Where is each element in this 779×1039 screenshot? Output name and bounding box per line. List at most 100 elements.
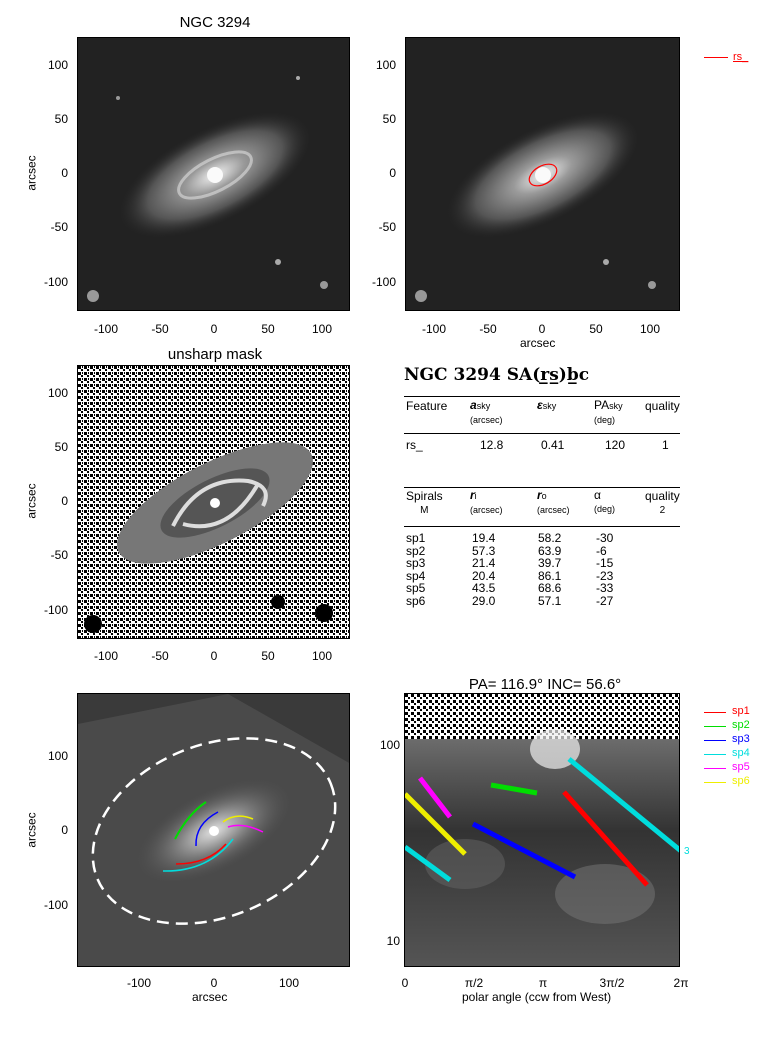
spiral-cell-ro: 63.9 bbox=[538, 543, 562, 558]
legend-label-sp1: sp1 bbox=[732, 705, 750, 717]
spiral-cell-alpha: -33 bbox=[596, 581, 614, 595]
p2-ytick: 0 bbox=[389, 166, 396, 180]
p2-xtick: 0 bbox=[538, 322, 546, 336]
legend-line-sp1 bbox=[704, 712, 726, 713]
unsharp-mask-image bbox=[78, 366, 349, 638]
p6-ytick: 100 bbox=[379, 738, 400, 752]
p5-xtick: 0 bbox=[210, 976, 218, 990]
galaxy-image-overlay bbox=[415, 112, 656, 302]
spiral-fit-panel bbox=[77, 693, 350, 967]
p1-ytick: 100 bbox=[47, 58, 68, 72]
p3-xtick: 100 bbox=[311, 649, 333, 663]
th-asky: asky (arcsec) bbox=[470, 398, 503, 426]
legend-label-sp2: sp2 bbox=[732, 719, 750, 731]
galaxy-image-panel bbox=[77, 37, 350, 311]
p5-ytick: 100 bbox=[47, 749, 68, 763]
legend-line-sp6 bbox=[704, 782, 726, 783]
th-feature: Feature bbox=[406, 399, 448, 413]
feature-name: rs_ bbox=[406, 438, 423, 452]
spiral-cell-ri: 43.5 bbox=[472, 581, 496, 595]
p1-xtick: -100 bbox=[93, 322, 119, 336]
spiral-cell-ri: 19.4 bbox=[472, 531, 496, 545]
polar-plot-image bbox=[405, 694, 679, 966]
legend-line-sp3 bbox=[704, 740, 726, 741]
feature-pa: 120 bbox=[605, 438, 626, 452]
feature-q: 1 bbox=[662, 438, 669, 452]
p5-xtick: -100 bbox=[126, 976, 152, 990]
p3-ylabel: arcsec bbox=[24, 483, 39, 519]
p5-xtick: 100 bbox=[278, 976, 300, 990]
spiral-cell-name: sp6 bbox=[406, 593, 426, 608]
spiral-mid-rule bbox=[404, 526, 680, 527]
spiral-cell-name: sp3 bbox=[406, 556, 426, 570]
th-alpha: α (deg) bbox=[594, 488, 616, 515]
th-quality2: quality 2 bbox=[645, 489, 680, 517]
p3-ytick: -50 bbox=[50, 548, 68, 562]
legend-label-sp3: sp3 bbox=[732, 733, 750, 745]
p3-ytick: 100 bbox=[47, 386, 68, 400]
p2-ytick: -100 bbox=[371, 275, 396, 289]
p2-xlabel: arcsec bbox=[520, 336, 556, 350]
p2-ytick: 50 bbox=[382, 112, 396, 126]
p6-edge-label: 3 bbox=[684, 846, 690, 857]
th-quality: quality bbox=[645, 399, 680, 413]
spiral-cell-ro: 68.6 bbox=[538, 581, 562, 595]
p1-ylabel: arcsec bbox=[24, 155, 39, 191]
p3-xtick: 0 bbox=[210, 649, 218, 663]
p6-xtick: 0 bbox=[401, 976, 409, 990]
p1-ytick: -50 bbox=[50, 220, 68, 234]
p1-ytick: -100 bbox=[43, 275, 68, 289]
p6-xtick: π bbox=[538, 976, 548, 990]
p2-xtick: -50 bbox=[479, 322, 497, 336]
polar-plot-panel bbox=[404, 693, 680, 967]
p2-ytick: -50 bbox=[378, 220, 396, 234]
spiral-fit-image bbox=[78, 694, 349, 966]
spiral-top-rule bbox=[404, 487, 680, 488]
spiral-cell-name: sp4 bbox=[406, 568, 426, 583]
table-top-rule bbox=[404, 396, 680, 397]
panel1-title: NGC 3294 bbox=[179, 14, 251, 31]
p6-xtick: 3π/2 bbox=[599, 976, 625, 990]
th-spirals: Spirals M bbox=[406, 489, 443, 517]
p3-xtick: -50 bbox=[151, 649, 169, 663]
th-pasky: PAsky (deg) bbox=[594, 398, 623, 426]
galaxy-image bbox=[87, 76, 328, 302]
legend-line-sp2 bbox=[704, 726, 726, 727]
ring-ellipse bbox=[528, 163, 558, 187]
p3-xtick: -100 bbox=[93, 649, 119, 663]
spiral-cell-ro: 57.1 bbox=[538, 593, 562, 608]
spiral-cell-ro: 86.1 bbox=[538, 568, 562, 583]
th-esky: εsky bbox=[537, 398, 557, 412]
spiral-cell-alpha: -30 bbox=[596, 531, 614, 545]
panel6-title: PA= 116.9° INC= 56.6° bbox=[468, 676, 622, 693]
legend-label-sp5: sp5 bbox=[732, 761, 750, 773]
feature-a: 12.8 bbox=[480, 438, 504, 452]
p2-ytick: 100 bbox=[375, 58, 396, 72]
spiral-cell-alpha: -23 bbox=[596, 568, 614, 583]
table-mid-rule bbox=[404, 433, 680, 434]
legend-label-sp4: sp4 bbox=[732, 747, 750, 759]
spiral-cell-name: sp2 bbox=[406, 543, 426, 558]
legend-label-sp6: sp6 bbox=[732, 775, 750, 787]
p3-xtick: 50 bbox=[261, 649, 275, 663]
p6-xtick: π/2 bbox=[464, 976, 484, 990]
th-ri: ri (arcsec) bbox=[470, 488, 503, 516]
feature-e: 0.41 bbox=[541, 438, 565, 452]
p3-ytick: 0 bbox=[61, 494, 68, 508]
spiral-cell-ri: 21.4 bbox=[472, 556, 496, 570]
spiral-cell-alpha: -27 bbox=[596, 593, 614, 608]
p1-ytick: 0 bbox=[61, 166, 68, 180]
p2-xtick: 50 bbox=[589, 322, 603, 336]
spiral-cell-ri: 57.3 bbox=[472, 543, 496, 558]
p1-xtick: 50 bbox=[261, 322, 275, 336]
th-ro: ro (arcsec) bbox=[537, 488, 570, 516]
spiral-cell-ro: 39.7 bbox=[538, 556, 562, 570]
unsharp-mask-panel bbox=[77, 365, 350, 639]
table-title: NGC 3294 SA(r̲s̲)b̲c bbox=[404, 365, 590, 385]
p2-xtick: -100 bbox=[421, 322, 447, 336]
p5-ytick: 0 bbox=[61, 823, 68, 837]
spiral-cell-alpha: -6 bbox=[596, 543, 607, 558]
p6-ytick: 10 bbox=[386, 934, 400, 948]
p1-xtick: 100 bbox=[311, 322, 333, 336]
panel3-title: unsharp mask bbox=[167, 346, 263, 363]
